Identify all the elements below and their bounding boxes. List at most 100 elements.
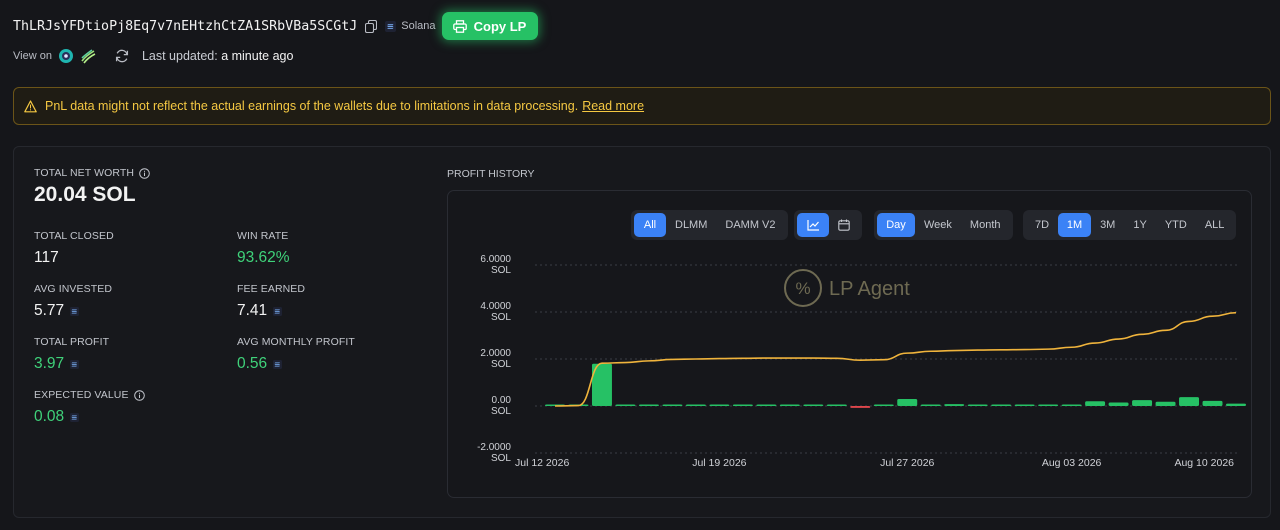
chart-view-button[interactable] [797,213,829,237]
fee-earned-value: 7.41 [237,302,268,319]
x-tick-label: Aug 10 2026 [1174,457,1234,469]
copy-icon[interactable] [365,19,378,33]
cumulative-profit-line [554,311,1237,407]
win-rate-label: WIN RATE [237,230,289,242]
avg-invested: AVG INVESTED 5.77 [34,283,112,320]
warning-icon [24,99,37,112]
y-tick-label: -2.0000 [477,442,511,453]
range-1y[interactable]: 1Y [1133,219,1147,231]
profit-bar [850,406,871,408]
y-tick-label: 0.00 [492,395,512,406]
info-icon[interactable] [139,167,150,179]
solana-icon [70,359,80,369]
profit-bar [1038,404,1059,406]
profit-bar [1155,401,1176,406]
avg-invested-value: 5.77 [34,302,65,319]
watermark-percent-icon [784,269,822,307]
explorer-icon[interactable] [80,48,96,64]
printer-icon [452,19,467,33]
watermark-percent-glyph: % [795,279,810,298]
granularity-group: Day Week Month [874,210,1013,240]
total-closed: TOTAL CLOSED 117 [34,230,114,267]
read-more-link[interactable]: Read more [582,99,645,113]
range-1m[interactable]: 1M [1058,213,1092,237]
profit-bar [920,404,941,406]
last-updated: Last updated: a minute ago [142,49,294,63]
avg-monthly-profit-label: AVG MONTHLY PROFIT [237,336,355,348]
profit-bar [709,404,730,406]
filter-damm-v2[interactable]: DAMM V2 [725,219,776,231]
total-net-worth-label: TOTAL NET WORTH [34,167,135,179]
range-group: 7D 1M 3M 1Y YTD ALL [1023,210,1237,240]
profit-bar [826,404,847,406]
info-icon[interactable] [133,389,145,401]
profit-bar [1061,404,1082,406]
profit-bar [1085,401,1106,406]
wallet-header: ThLRJsYFDtioPj8Eq7v7nEHtzhCtZA1SRbVBa5SC… [13,12,538,40]
profit-bar [779,404,800,406]
fee-earned-row: 7.41 [237,302,305,320]
watermark-text: LP Agent [829,278,910,300]
total-profit: TOTAL PROFIT 3.97 [34,336,109,373]
subheader: View on Last updated: a minute ago [13,48,293,64]
wallet-address[interactable]: ThLRJsYFDtioPj8Eq7v7nEHtzhCtZA1SRbVBa5SC… [13,18,358,34]
profit-bar [638,404,659,406]
calendar-icon [838,219,850,231]
expected-value: EXPECTED VALUE 0.08 [34,389,145,426]
range-7d[interactable]: 7D [1035,219,1050,231]
view-mode-group [794,210,862,240]
profit-bar [897,398,918,406]
expected-value-label-row: EXPECTED VALUE [34,389,145,401]
y-tick-unit: SOL [491,265,511,276]
y-tick-unit: SOL [491,453,511,464]
solana-icon [70,412,80,422]
solana-icon [385,20,397,32]
last-updated-value: a minute ago [221,49,294,63]
y-tick-unit: SOL [491,359,511,370]
chart-icon [806,220,819,231]
x-tick-label: Jul 12 2026 [515,457,569,469]
granularity-day[interactable]: Day [877,213,915,237]
watermark-logo: % LP Agent [784,269,910,307]
profit-history-card: % LP Agent 6.0000 SOL 4.0000 SOL 2.0000 SOL 0.00… [447,190,1252,498]
profit-bar [967,404,988,406]
range-ytd[interactable]: YTD [1164,219,1187,231]
total-closed-value: 117 [34,249,59,266]
profit-bar [1132,400,1153,406]
x-tick-label: Jul 27 2026 [880,457,934,469]
profit-bar [615,404,636,406]
total-profit-value: 3.97 [34,355,65,372]
solana-icon [70,306,80,316]
filter-all[interactable]: All [634,213,666,237]
stats-panel: TOTAL NET WORTH 20.04 SOL TOTAL CLOSED 1… [13,146,1271,518]
y-tick-label: 4.0000 [480,301,511,312]
filter-dlmm[interactable]: DLMM [675,219,708,231]
meteora-icon[interactable] [58,48,74,64]
profit-bar [591,363,612,406]
range-all[interactable]: ALL [1204,219,1225,231]
granularity-week[interactable]: Week [924,219,952,231]
profit-history-chart: % LP Agent6.0000SOL4.0000SOL2.0000SOL0.00… [477,254,1246,469]
solana-icon [273,306,283,316]
total-net-worth: TOTAL NET WORTH 20.04 SOL [34,167,150,207]
total-profit-label: TOTAL PROFIT [34,336,110,348]
warning-text: PnL data might not reflect the actual ea… [45,99,579,113]
profit-bar [1179,397,1200,406]
granularity-month[interactable]: Month [969,219,1001,231]
expected-value-row: 0.08 [34,408,145,426]
range-3m[interactable]: 3M [1100,219,1116,231]
avg-invested-label: AVG INVESTED [34,283,113,295]
network-label: Solana [401,20,436,32]
x-tick-label: Jul 19 2026 [692,457,746,469]
calendar-view-button[interactable] [829,213,859,237]
profit-bar [732,404,753,406]
y-tick-unit: SOL [491,406,511,417]
y-tick-label: 6.0000 [480,254,511,265]
pnl-warning-banner: PnL data might not reflect the actual ea… [13,87,1271,125]
copy-lp-button[interactable]: Copy LP [441,12,538,40]
refresh-icon[interactable] [114,48,130,64]
win-rate: WIN RATE 93.62% [237,230,290,267]
profit-bar [803,404,824,406]
last-updated-label: Last updated: [141,49,218,63]
y-tick-label: 2.0000 [480,348,511,359]
